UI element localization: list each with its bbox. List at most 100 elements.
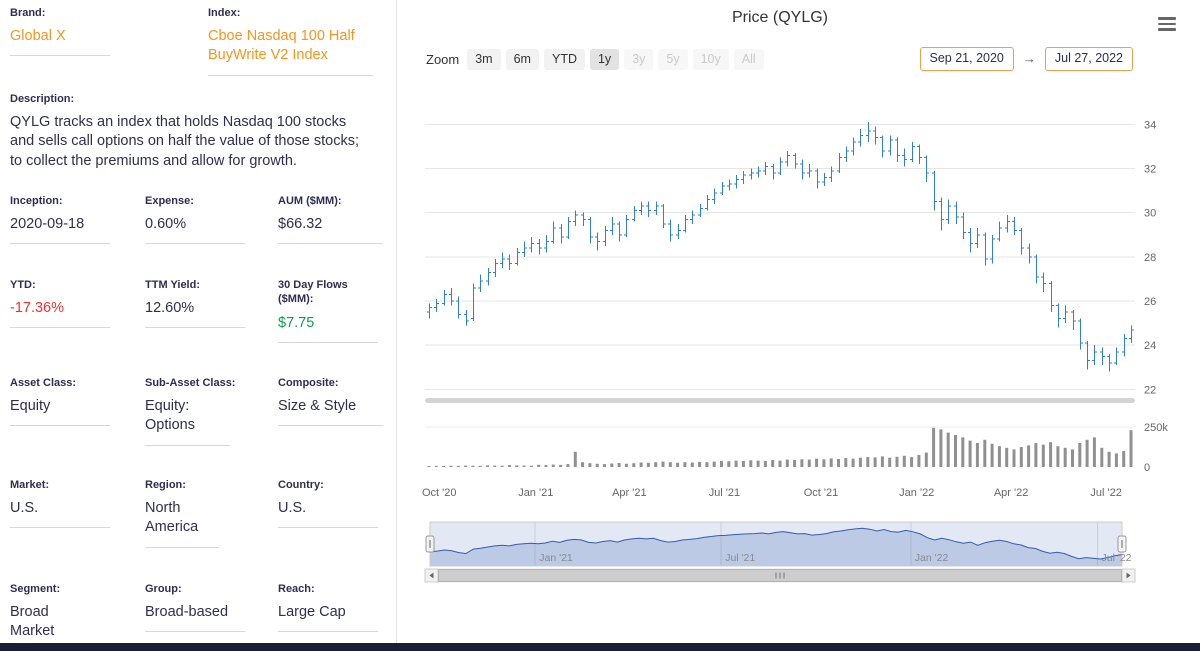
field-30day-flows: 30 Day Flows ($MM): $7.75 <box>278 278 378 343</box>
burger-line <box>1158 28 1176 31</box>
field-label: Group: <box>145 583 182 595</box>
zoom-3m-button[interactable]: 3m <box>467 49 501 70</box>
field-label: Description: <box>10 93 75 105</box>
field-value: Broad-based <box>145 603 245 633</box>
svg-text:Jan '22: Jan '22 <box>899 487 934 499</box>
zoom-6m-button[interactable]: 6m <box>505 49 539 70</box>
svg-text:250k: 250k <box>1144 422 1168 434</box>
field-brand: Brand: Global X <box>10 6 110 57</box>
field-value: U.S. <box>10 499 110 529</box>
zoom-controls: Zoom 3m 6m YTD 1y 3y 5y 10y All <box>426 49 764 70</box>
field-market: Market: U.S. <box>10 478 110 529</box>
price-ohlc-series <box>427 122 1134 372</box>
svg-text:Jan '21: Jan '21 <box>539 552 573 564</box>
scroll-left-arrow-icon <box>429 572 434 579</box>
pane-resizer-handle[interactable] <box>425 398 1135 403</box>
navigator-right-handle[interactable] <box>1117 535 1127 553</box>
field-label: Index: <box>208 7 241 19</box>
field-segment: Segment: Broad Market <box>10 582 82 651</box>
description-text: QYLG tracks an index that holds Nasdaq 1… <box>10 114 360 169</box>
svg-text:28: 28 <box>1144 252 1156 264</box>
chart-scrollbar[interactable] <box>424 568 1136 583</box>
field-sub-asset-class: Sub-Asset Class: Equity: Options <box>145 376 235 446</box>
field-label: Reach: <box>278 583 315 595</box>
svg-text:0: 0 <box>1144 462 1150 474</box>
field-region: Region: North America <box>145 478 219 548</box>
field-label: Segment: <box>10 583 61 595</box>
field-value: Size & Style <box>278 397 383 427</box>
svg-text:Oct '20: Oct '20 <box>422 487 457 499</box>
price-gridlines: 22 24 26 28 30 32 34 <box>425 119 1156 396</box>
volume-series <box>427 427 1133 467</box>
zoom-10y-button: 10y <box>692 49 729 70</box>
footer-bar <box>0 643 1200 651</box>
panel-divider <box>396 0 397 643</box>
field-value: Equity: Options <box>145 397 230 446</box>
navigator-area <box>430 528 1122 566</box>
ytd-value: -17.36% <box>10 299 110 329</box>
field-value: 12.60% <box>145 299 245 329</box>
field-composite: Composite: Size & Style <box>278 376 383 427</box>
svg-text:Jul '21: Jul '21 <box>709 487 740 499</box>
zoom-ytd-button[interactable]: YTD <box>543 49 585 70</box>
svg-text:Jan '21: Jan '21 <box>518 487 553 499</box>
chart-menu-icon[interactable] <box>1158 17 1176 34</box>
field-country: Country: U.S. <box>278 478 378 529</box>
scrollbar-left-button[interactable] <box>424 568 439 583</box>
field-label: Inception: <box>10 195 63 207</box>
x-axis-labels: Oct '20 Jan '21 Apr '21 Jul '21 Oct '21 Jan '… <box>422 487 1122 499</box>
flows-value: $7.75 <box>278 314 378 343</box>
field-aum: AUM ($MM): $66.32 <box>278 194 383 245</box>
svg-text:Apr '22: Apr '22 <box>994 487 1029 499</box>
scrollbar-right-button[interactable] <box>1121 568 1136 583</box>
field-index: Index: Cboe Nasdaq 100 Half BuyWrite V2 … <box>208 6 373 76</box>
navigator-left-handle[interactable] <box>425 535 435 553</box>
field-label: Asset Class: <box>10 377 77 389</box>
field-reach: Reach: Large Cap <box>278 582 378 633</box>
field-label: Region: <box>145 479 186 491</box>
svg-text:Apr '21: Apr '21 <box>612 487 647 499</box>
svg-text:Jan '22: Jan '22 <box>915 552 949 564</box>
scroll-right-arrow-icon <box>1126 572 1131 579</box>
field-value: Broad Market <box>10 603 82 651</box>
field-value: North America <box>145 499 219 548</box>
field-expense: Expense: 0.60% <box>145 194 245 245</box>
field-asset-class: Asset Class: Equity <box>10 376 110 427</box>
field-label: Composite: <box>278 377 339 389</box>
price-chart-panel: 22 24 26 28 30 32 34 0 250k Oct '20 Jan '21 Apr '21… <box>400 0 1200 643</box>
field-value: Large Cap <box>278 603 378 633</box>
range-from-input[interactable]: Sep 21, 2020 <box>919 47 1014 71</box>
burger-line <box>1158 17 1176 20</box>
brand-link[interactable]: Global X <box>10 27 110 57</box>
field-label: Country: <box>278 479 324 491</box>
field-label: AUM ($MM): <box>278 195 342 207</box>
fund-profile-panel: Brand: Global X Index: Cboe Nasdaq 100 H… <box>0 0 396 651</box>
field-value: 0.60% <box>145 215 245 245</box>
navigator[interactable]: Jan '21 Jul '21 Jan '22 Jul '22 <box>425 521 1132 567</box>
field-value: $66.32 <box>278 215 383 245</box>
field-ttm-yield: TTM Yield: 12.60% <box>145 278 245 329</box>
svg-text:34: 34 <box>1144 119 1156 131</box>
field-label: Sub-Asset Class: <box>145 377 236 389</box>
field-value: U.S. <box>278 499 378 529</box>
zoom-all-button: All <box>733 49 764 70</box>
burger-line <box>1158 22 1176 25</box>
svg-text:22: 22 <box>1144 384 1156 396</box>
range-arrow-icon: → <box>1022 51 1036 67</box>
field-inception: Inception: 2020-09-18 <box>10 194 110 245</box>
price-chart-canvas[interactable]: 22 24 26 28 30 32 34 0 250k Oct '20 Jan '21 Apr '21… <box>400 0 1200 600</box>
svg-text:Oct '21: Oct '21 <box>804 487 839 499</box>
navigator-selected-range[interactable] <box>430 522 1122 566</box>
volume-axis: 0 250k <box>425 422 1168 474</box>
field-label: 30 Day Flows ($MM): <box>278 279 348 306</box>
index-link[interactable]: Cboe Nasdaq 100 Half BuyWrite V2 Index <box>208 27 373 76</box>
field-group: Group: Broad-based <box>145 582 245 633</box>
range-to-input[interactable]: Jul 27, 2022 <box>1044 47 1133 71</box>
zoom-1y-button[interactable]: 1y <box>589 49 620 70</box>
svg-text:Jul '22: Jul '22 <box>1090 487 1121 499</box>
field-label: Market: <box>10 479 50 491</box>
date-range-controls: Sep 21, 2020 → Jul 27, 2022 <box>919 47 1133 71</box>
field-label: TTM Yield: <box>145 279 200 291</box>
field-label: YTD: <box>10 279 36 291</box>
field-value: Equity <box>10 397 110 427</box>
